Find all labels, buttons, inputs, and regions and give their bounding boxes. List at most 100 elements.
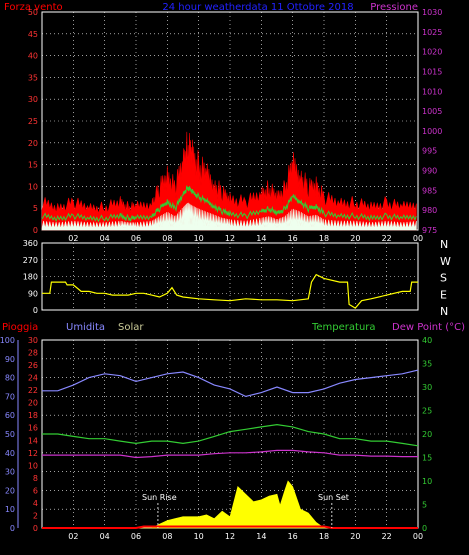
climate-xtick-tick-22: 22 xyxy=(382,532,392,541)
solar-series xyxy=(42,480,418,529)
direction-letter-1: W xyxy=(440,255,451,268)
direction-ytick-270: 270 xyxy=(23,256,38,265)
climate-xtick-tick-20: 20 xyxy=(350,532,360,541)
humidity-ytick-20: 20 xyxy=(5,486,15,495)
rain-ytick-6: 6 xyxy=(33,486,38,495)
rain-label: Pioggia xyxy=(2,322,38,333)
wind-xtick-tick-12: 12 xyxy=(225,234,235,243)
wind-avg-series xyxy=(41,185,417,223)
rain-ytick-24: 24 xyxy=(28,374,38,383)
rain-ytick-30: 30 xyxy=(28,336,38,345)
temperature-ytick-30: 30 xyxy=(422,383,432,392)
pressure-ytick-1025: 1025 xyxy=(422,28,442,37)
temperature-series xyxy=(42,423,419,447)
temperature-ytick-40: 40 xyxy=(422,336,432,345)
temperature-ytick-25: 25 xyxy=(422,407,432,416)
wind-ytick-5: 5 xyxy=(33,204,38,213)
humidity-label: Umidita xyxy=(66,322,105,333)
direction-letter-3: E xyxy=(440,288,447,301)
dew-point-label: Dew Point (°C) xyxy=(392,322,465,333)
wind-xtick-tick-00: 00 xyxy=(413,234,423,243)
wind-xtick-tick-18: 18 xyxy=(319,234,329,243)
wind-ytick-25: 25 xyxy=(28,117,38,126)
humidity-ytick-100: 100 xyxy=(0,336,15,345)
pressure-ytick-1015: 1015 xyxy=(422,67,442,76)
rain-ytick-14: 14 xyxy=(28,436,38,445)
humidity-ytick-90: 90 xyxy=(5,355,15,364)
direction-series xyxy=(42,273,418,309)
wind-axis-label: Forza vento xyxy=(4,2,63,13)
wind-gust-series xyxy=(41,131,417,231)
pressure-ytick-1010: 1010 xyxy=(422,87,442,96)
pressure-axis-label: Pressione xyxy=(370,2,418,13)
wind-xtick-tick-20: 20 xyxy=(350,234,360,243)
rain-ytick-8: 8 xyxy=(33,474,38,483)
wind-xtick-tick-10: 10 xyxy=(194,234,204,243)
rain-ytick-20: 20 xyxy=(28,399,38,408)
rain-series xyxy=(42,525,418,529)
rain-ytick-2: 2 xyxy=(33,511,38,520)
wind-ytick-40: 40 xyxy=(28,52,38,61)
pressure-ytick-1030: 1030 xyxy=(422,8,442,17)
wind-ytick-15: 15 xyxy=(28,161,38,170)
rain-ytick-26: 26 xyxy=(28,361,38,370)
temperature-ytick-20: 20 xyxy=(422,430,432,439)
direction-ytick-90: 90 xyxy=(28,289,38,298)
wind-xtick-tick-06: 06 xyxy=(131,234,141,243)
temperature-ytick-10: 10 xyxy=(422,477,432,486)
wind-ytick-30: 30 xyxy=(28,95,38,104)
humidity-ytick-70: 70 xyxy=(5,392,15,401)
wind-ytick-0: 0 xyxy=(33,226,38,235)
wind-ytick-45: 45 xyxy=(28,30,38,39)
climate-xtick-tick-12: 12 xyxy=(225,532,235,541)
climate-xtick-tick-10: 10 xyxy=(194,532,204,541)
wind-ytick-35: 35 xyxy=(28,73,38,82)
temperature-ytick-35: 35 xyxy=(422,360,432,369)
rain-ytick-4: 4 xyxy=(33,499,38,508)
pressure-ytick-1020: 1020 xyxy=(422,48,442,57)
humidity-ytick-10: 10 xyxy=(5,505,15,514)
dew-point-series xyxy=(42,449,418,459)
wind-ytick-50: 50 xyxy=(28,8,38,17)
climate-xtick-tick-02: 02 xyxy=(68,532,78,541)
pressure-ytick-980: 980 xyxy=(422,206,437,215)
rain-ytick-22: 22 xyxy=(28,386,38,395)
humidity-ytick-50: 50 xyxy=(5,430,15,439)
chart-title: 24 hour weatherdata 11 Ottobre 2018 xyxy=(162,2,353,13)
rain-ytick-12: 12 xyxy=(28,449,38,458)
pressure-ytick-990: 990 xyxy=(422,167,437,176)
direction-ytick-360: 360 xyxy=(23,239,38,248)
rain-ytick-28: 28 xyxy=(28,349,38,358)
temperature-ytick-5: 5 xyxy=(422,501,427,510)
humidity-ytick-40: 40 xyxy=(5,449,15,458)
direction-letter-4: N xyxy=(440,305,448,318)
rain-ytick-10: 10 xyxy=(28,461,38,470)
humidity-series xyxy=(42,369,419,398)
rain-ytick-0: 0 xyxy=(33,524,38,533)
humidity-ytick-80: 80 xyxy=(5,374,15,383)
wind-xtick-tick-08: 08 xyxy=(162,234,172,243)
climate-xtick-tick-16: 16 xyxy=(288,532,298,541)
direction-letter-0: N xyxy=(440,238,448,251)
wind-xtick-tick-22: 22 xyxy=(382,234,392,243)
wind-xtick-tick-02: 02 xyxy=(68,234,78,243)
sunset-annotation: Sun Set xyxy=(318,493,349,502)
climate-xtick-tick-06: 06 xyxy=(131,532,141,541)
rain-ytick-18: 18 xyxy=(28,411,38,420)
climate-xtick-tick-04: 04 xyxy=(100,532,110,541)
climate-xtick-tick-14: 14 xyxy=(256,532,266,541)
temperature-ytick-15: 15 xyxy=(422,454,432,463)
temperature-label: Temperatura xyxy=(311,322,376,333)
rain-ytick-16: 16 xyxy=(28,424,38,433)
sunrise-annotation: Sun Rise xyxy=(142,493,177,502)
wind-ytick-20: 20 xyxy=(28,139,38,148)
humidity-ytick-30: 30 xyxy=(5,468,15,477)
wind-xtick-tick-16: 16 xyxy=(288,234,298,243)
climate-xtick-tick-18: 18 xyxy=(319,532,329,541)
temperature-ytick-0: 0 xyxy=(422,524,427,533)
climate-xtick-tick-00: 00 xyxy=(413,532,423,541)
climate-xtick-tick-08: 08 xyxy=(162,532,172,541)
wind-ytick-10: 10 xyxy=(28,182,38,191)
